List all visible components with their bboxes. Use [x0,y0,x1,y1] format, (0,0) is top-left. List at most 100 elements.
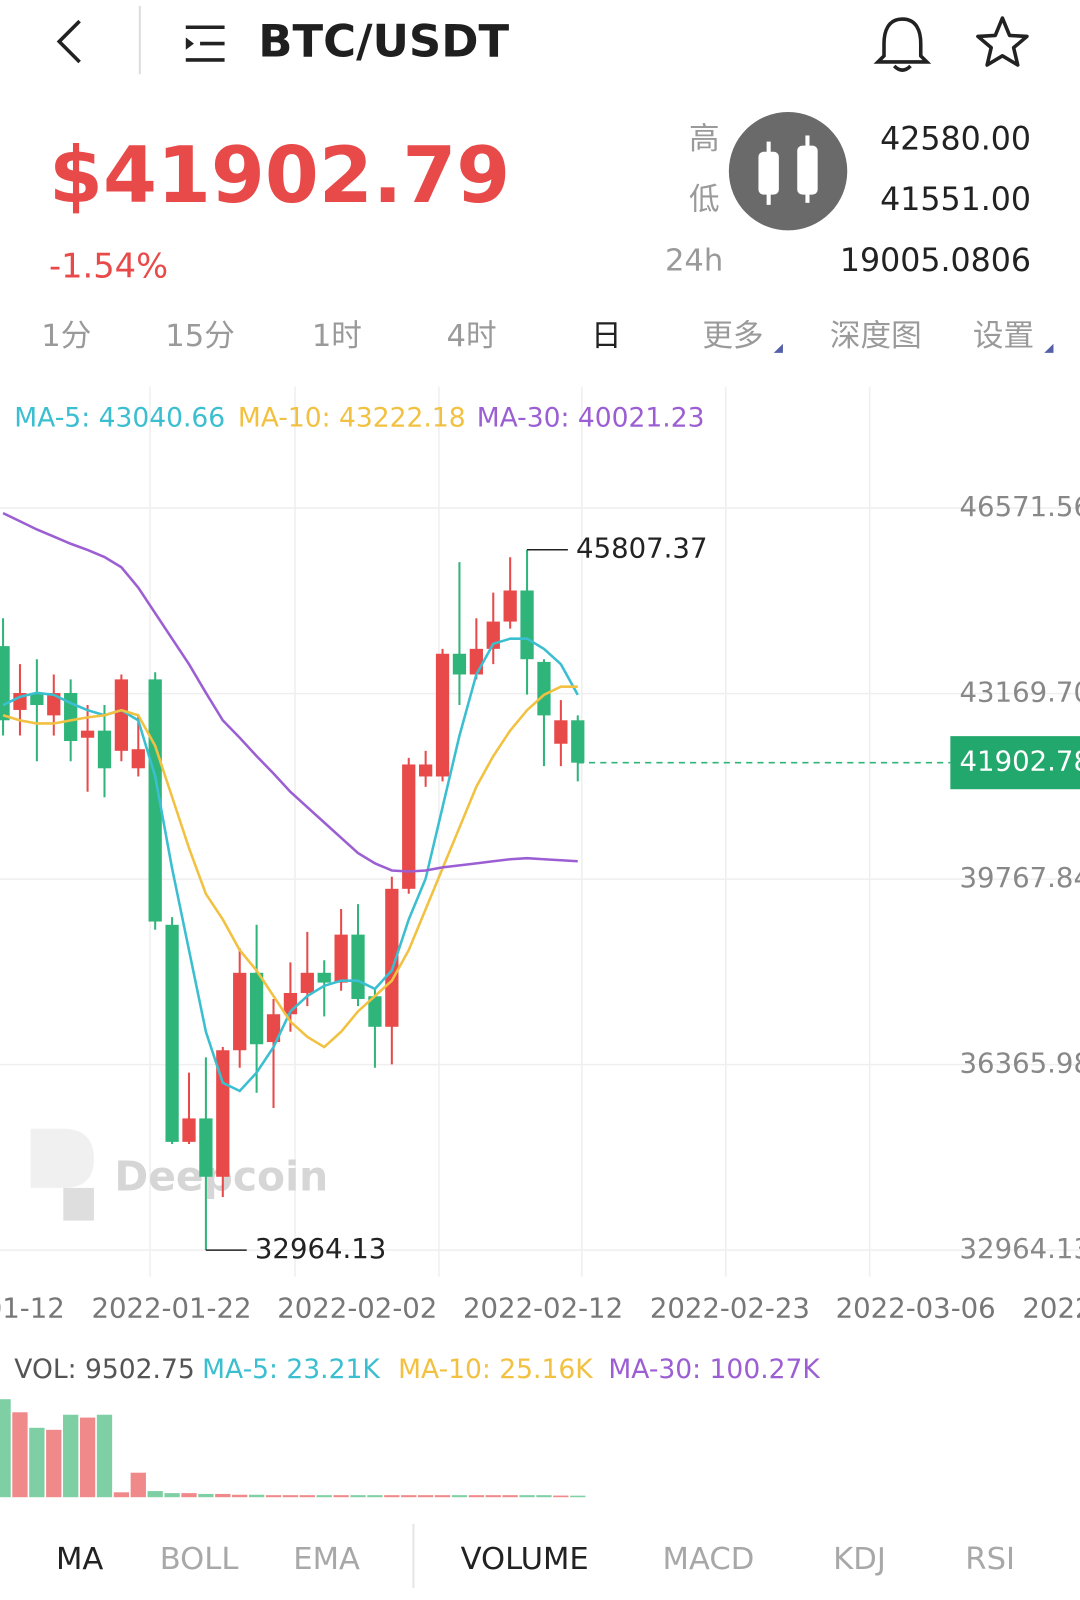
volume-bar [147,1491,163,1498]
volume-chart [0,1399,586,1498]
volume-bar [282,1495,299,1498]
volume-bar [316,1495,332,1498]
indicator-tab[interactable]: BOLL [160,1542,239,1577]
candle-body [97,730,112,769]
volume-bar [502,1495,518,1498]
candle-body [503,590,517,622]
back-button[interactable] [56,19,81,64]
volume-bar [570,1495,586,1498]
candle-body [469,648,483,675]
alert-button[interactable] [873,17,932,72]
indicator-tab[interactable]: KDJ [833,1542,886,1577]
x-tick-label: 2022-03-06 [836,1292,996,1324]
stats: 高 42580.00 低 41551.00 24h 19005.0806 [665,122,1031,279]
interval-tab[interactable]: 日 [591,319,622,354]
last-price-label: 41902.78 [960,746,1080,778]
chart-type-button[interactable] [728,111,848,231]
dropdown-mark [773,343,783,353]
x-tick-label: 2022-02-12 [463,1292,623,1324]
candle-body [266,1014,281,1043]
volume-bar [553,1495,569,1498]
indicator-tabs: MA BOLL EMA VOLUME MACD KDJ RSI [56,1542,1015,1577]
volume-bar [299,1495,315,1498]
ma-legend-item: MA-10: 43222.18 [238,403,466,434]
last-price-tag [950,736,1080,790]
price-change: -1.54% [49,247,168,286]
candle-body [520,590,534,660]
interval-tab[interactable]: 1分 [41,319,91,354]
interval-tab[interactable]: 4时 [447,319,497,354]
candle-body [30,693,44,706]
x-axis: 2022-01-12 2022-01-22 2022-02-02 2022-02-12… [0,1292,1080,1324]
volume-legend-item: MA-10: 25.16K [398,1354,593,1385]
favorite-button[interactable] [976,16,1029,67]
candle-body [114,679,129,751]
x-tick-label: 2022-01-12 [0,1292,65,1324]
interval-tab[interactable]: 更多 [702,319,763,354]
indicator-tab[interactable]: VOLUME [461,1542,589,1577]
volume-bar [164,1493,180,1498]
volume-bar [468,1495,485,1498]
volume-bar [451,1495,468,1498]
candle-body [351,934,365,999]
indicator-tab[interactable]: RSI [965,1542,1015,1577]
volume-bar [248,1494,265,1498]
interval-tab[interactable]: 设置 [973,319,1034,354]
stat-label: 24h [665,244,723,279]
candle-body [537,661,551,716]
candle-body [165,924,179,1142]
interval-tab[interactable]: 1时 [312,319,362,354]
volume-bar [12,1412,28,1498]
candle-body [182,1118,196,1142]
volume-legend-item: VOL: 9502.75 [14,1354,194,1385]
indicator-tab[interactable]: MACD [663,1542,755,1577]
indicator-tab[interactable]: EMA [293,1542,360,1577]
candle-body [216,1050,230,1177]
ma-legend: MA-5: 43040.66 MA-10: 43222.18 MA-30: 4002… [14,403,704,434]
volume-legend-item: MA-5: 23.21K [202,1354,380,1385]
candle-body [368,996,382,1027]
candle-body [131,749,145,769]
y-tick-label: 39767.84 [960,862,1080,894]
indicator-tab[interactable]: MA [56,1542,103,1577]
menu-button[interactable] [185,25,225,62]
y-tick-label: 46571.56 [960,491,1080,523]
ma-legend-item: MA-30: 40021.23 [477,403,705,434]
candle-body [419,764,433,777]
ma-line [2,637,579,1093]
candle-body [317,972,331,983]
stat-value: 19005.0806 [840,243,1031,279]
volume-bar [485,1495,501,1498]
volume-bar [0,1399,11,1498]
volume-bar [198,1493,214,1498]
candle-body [452,653,467,675]
x-tick-label: 2022-02-23 [650,1292,810,1324]
volume-bar [350,1495,366,1498]
candle-body [199,1118,213,1177]
candle-body [47,693,61,716]
candle-icon [758,135,818,205]
y-tick-label: 43169.70 [960,677,1080,709]
volume-bar [519,1495,535,1498]
volume-bar [333,1495,349,1498]
volume-bar [46,1429,62,1498]
volume-bar [96,1414,113,1498]
stat-label: 高 [689,122,720,157]
candle-body [233,972,247,1051]
stat-value: 41551.00 [880,182,1031,218]
volume-bar [79,1417,96,1498]
watermark-logo [30,1128,94,1221]
interval-tab[interactable]: 15分 [165,319,235,354]
candle-body [0,646,10,721]
interval-tab[interactable]: 深度图 [830,319,922,354]
candle-body [402,764,416,889]
stat-value: 42580.00 [880,122,1031,158]
volume-bar [367,1495,383,1498]
pair-title: BTC/USDT [258,15,509,68]
volume-bar [232,1494,248,1498]
candle-body [300,972,314,993]
candle-body [571,720,585,763]
